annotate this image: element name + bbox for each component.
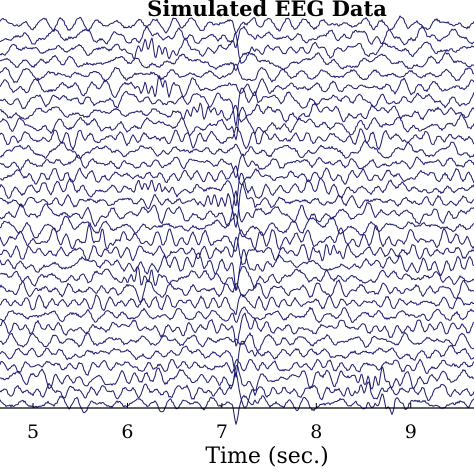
x-tick-label: 5 <box>27 421 39 443</box>
eeg-channel-trace <box>0 15 474 34</box>
eeg-channel-trace <box>0 393 474 425</box>
eeg-channel-trace <box>0 372 474 409</box>
eeg-channel-trace <box>0 340 474 378</box>
eeg-channel-trace <box>0 223 474 253</box>
eeg-channel-trace <box>0 182 474 228</box>
eeg-channel-trace <box>0 126 474 151</box>
eeg-channel-trace <box>0 249 474 291</box>
plot-area <box>0 20 474 408</box>
x-axis-ticks: 5 6 7 8 9 <box>27 403 417 443</box>
eeg-channel-trace <box>0 364 474 392</box>
x-axis-label: Time (sec.) <box>205 444 329 469</box>
eeg-channel-trace <box>0 358 474 376</box>
eeg-channel-trace <box>0 266 474 291</box>
eeg-traces <box>0 15 474 425</box>
eeg-channel-trace <box>0 106 474 141</box>
eeg-channel-trace <box>0 51 474 71</box>
eeg-channel-trace <box>0 154 474 179</box>
chart-title: Simulated EEG Data <box>147 0 387 21</box>
eeg-channel-trace <box>0 293 474 316</box>
x-tick-label: 9 <box>405 421 417 443</box>
eeg-channel-trace <box>0 87 474 127</box>
eeg-channel-trace <box>0 75 474 99</box>
x-tick-label: 6 <box>121 421 133 443</box>
eeg-channel-trace <box>0 32 474 64</box>
eeg-channel-trace <box>0 279 474 303</box>
eeg-channel-trace <box>0 165 474 186</box>
eeg-channel-trace <box>0 306 474 324</box>
eeg-channel-trace <box>0 63 474 84</box>
x-tick-label: 7 <box>216 421 228 443</box>
eeg-channel-trace <box>0 213 474 239</box>
eeg-channel-trace <box>0 331 474 352</box>
eeg-channel-trace <box>0 102 474 123</box>
eeg-channel-trace <box>0 190 474 227</box>
eeg-channel-trace <box>0 312 474 347</box>
x-tick-label: 8 <box>310 421 322 443</box>
eeg-channel-trace <box>0 140 474 159</box>
eeg-channel-trace <box>0 236 474 266</box>
